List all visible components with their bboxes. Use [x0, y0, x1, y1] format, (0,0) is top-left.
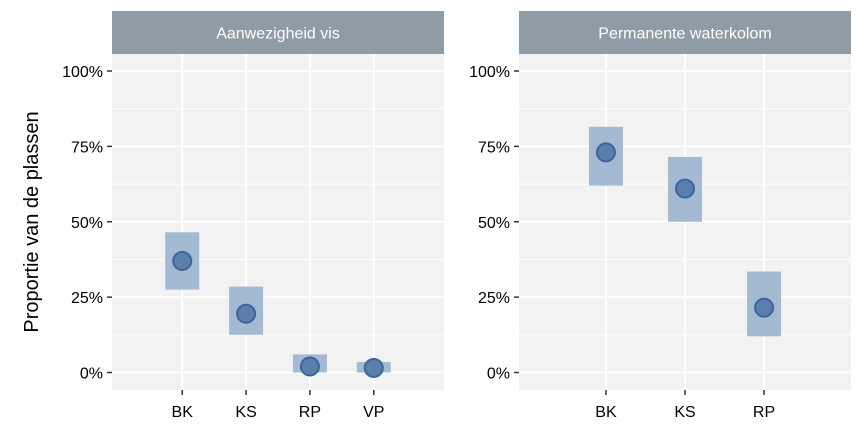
facet-panel-2: Permanente waterkolom 0% 25% 50% 75% 100% BK KS… [469, 11, 851, 421]
facet-strip [112, 11, 444, 54]
x-tick-label: RP [299, 404, 321, 421]
y-tick-label: 100% [62, 64, 103, 81]
y-tick-label: 50% [71, 215, 103, 232]
x-tick-label: BK [595, 404, 617, 421]
point-ks [675, 178, 695, 199]
x-tick-label: RP [753, 404, 775, 421]
y-tick-label: 25% [478, 290, 510, 307]
y-axis-title: Proportie van de plassen [21, 111, 43, 332]
point-vp [363, 357, 384, 378]
x-tick-label: BK [172, 404, 194, 421]
x-tick-label: KS [235, 404, 256, 421]
y-tick-label: 50% [478, 215, 510, 232]
y-tick-label: 0% [487, 366, 510, 383]
y-tick-label: 75% [71, 139, 103, 156]
point-ks [236, 303, 257, 324]
facet-panel-1: Aanwezigheid vis 0% 25% 50% 75% 100% BK KS RP VP [62, 11, 444, 421]
facet-strip [519, 11, 851, 54]
facet-title: Permanente waterkolom [598, 26, 771, 43]
facet-panels: Aanwezigheid vis 0% 25% 50% 75% 100% BK KS RP VP P… [62, 11, 851, 421]
point-rp [299, 356, 320, 377]
y-tick-label: 75% [478, 139, 510, 156]
y-tick-label: 25% [71, 290, 103, 307]
y-tick-label: 100% [469, 64, 510, 81]
x-tick-label: VP [363, 404, 384, 421]
facet-title: Aanwezigheid vis [216, 26, 340, 43]
point-bk [172, 250, 193, 271]
point-bk [595, 142, 616, 163]
y-tick-label: 0% [80, 366, 103, 383]
x-tick-label: KS [674, 404, 695, 421]
point-rp [754, 297, 775, 318]
